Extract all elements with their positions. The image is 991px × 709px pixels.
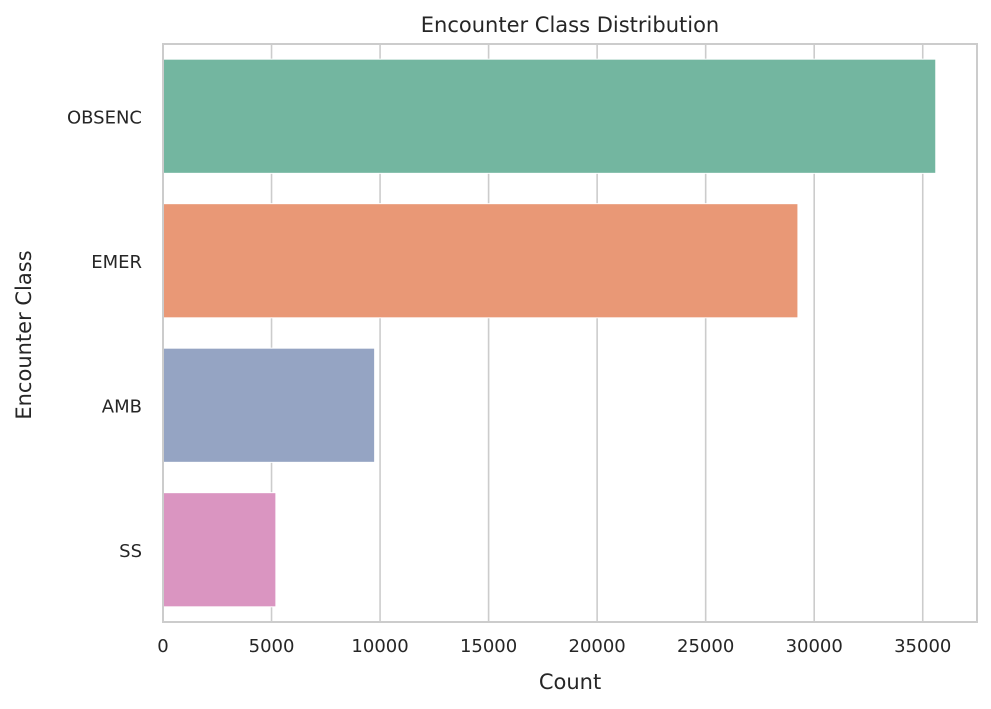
x-tick-label: 20000 (569, 636, 626, 657)
y-axis-ticks: OBSENC EMER AMB SS (67, 107, 142, 562)
y-tick-label: EMER (91, 252, 142, 273)
x-tick-label: 0 (157, 636, 168, 657)
y-axis-label: Encounter Class (12, 250, 36, 419)
x-tick-label: 10000 (351, 636, 408, 657)
x-tick-label: 30000 (786, 636, 843, 657)
chart-title: Encounter Class Distribution (421, 13, 720, 37)
x-tick-label: 25000 (677, 636, 734, 657)
bar-obsenc (162, 58, 937, 174)
bars (162, 58, 937, 608)
x-axis-ticks: 0 5000 10000 15000 20000 25000 30000 35000 (157, 636, 951, 657)
y-tick-label: OBSENC (67, 107, 142, 128)
bar-amb (162, 347, 376, 463)
bar-emer (162, 203, 799, 319)
x-tick-label: 35000 (894, 636, 951, 657)
y-tick-label: SS (119, 541, 142, 562)
x-axis-label: Count (539, 670, 601, 694)
x-tick-label: 15000 (460, 636, 517, 657)
plot-frame (162, 43, 978, 623)
y-tick-label: AMB (102, 396, 142, 417)
x-tick-label: 5000 (249, 636, 295, 657)
bar-ss (162, 492, 277, 608)
